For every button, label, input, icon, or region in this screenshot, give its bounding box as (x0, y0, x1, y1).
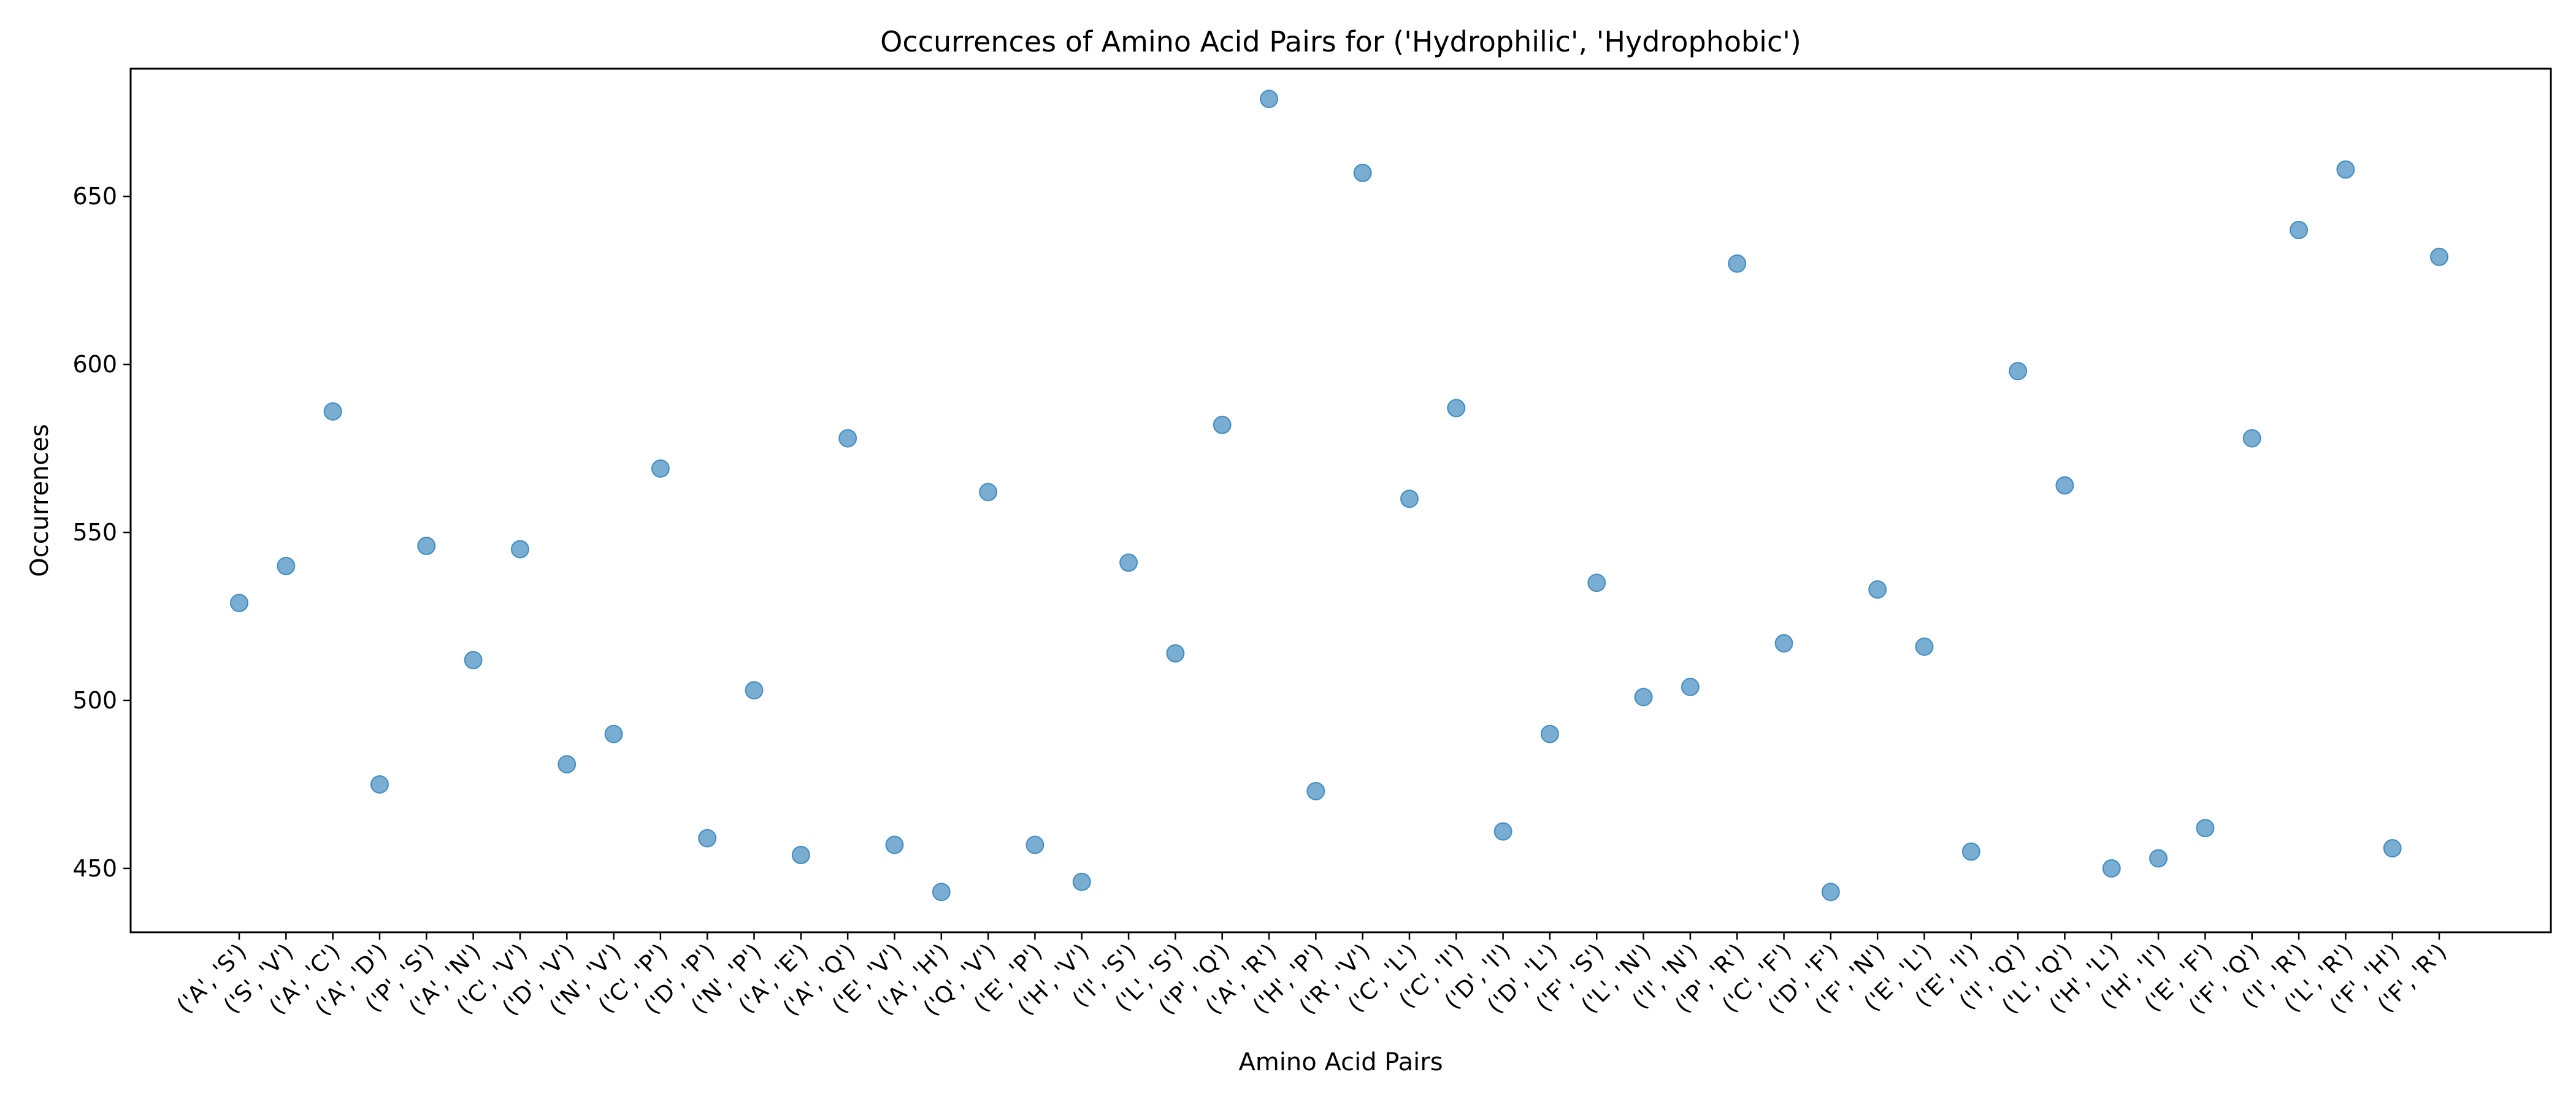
scatter-point (2055, 476, 2074, 495)
scatter-point (979, 483, 998, 502)
scatter-point (2149, 849, 2168, 868)
y-tick-label: 650 (72, 183, 117, 210)
scatter-point (1915, 637, 1934, 656)
scatter-point (698, 829, 717, 848)
scatter-point (1821, 883, 1840, 902)
y-axis: 450 500 550 600 650 (72, 183, 131, 882)
scatter-point (464, 651, 483, 670)
scatter-point (1774, 634, 1793, 653)
y-tick-label: 500 (72, 687, 117, 714)
scatter-point (1587, 573, 1606, 592)
scatter-point (1213, 415, 1232, 434)
scatter-point (1634, 688, 1653, 707)
scatter-point (1306, 781, 1325, 800)
scatter-point (604, 724, 623, 743)
scatter-point (1400, 489, 1419, 508)
scatter-point (745, 681, 764, 700)
scatter-point (838, 429, 857, 448)
scatter-point (1119, 553, 1138, 572)
scatter-point (1728, 254, 1747, 273)
y-tick-label: 450 (72, 855, 117, 882)
y-axis-label: Occurrences (26, 424, 54, 577)
marks-layer (230, 90, 2448, 902)
scatter-point (1260, 90, 1279, 109)
scatter-point (2196, 819, 2215, 838)
scatter-point (1353, 163, 1372, 182)
plot-area-frame (129, 67, 2552, 933)
x-axis-label: Amino Acid Pairs (1238, 1048, 1443, 1076)
scatter-point (1868, 580, 1887, 599)
scatter-point (230, 594, 248, 613)
scatter-point (1025, 835, 1045, 854)
scatter-point (2242, 429, 2261, 448)
scatter-point (510, 540, 529, 559)
scatter-point (1540, 724, 1559, 743)
scatter-point (417, 536, 436, 555)
chart-title: Occurrences of Amino Acid Pairs for ('Hy… (880, 25, 1801, 58)
y-tick-label: 550 (72, 519, 117, 546)
scatter-point (1493, 822, 1512, 841)
scatter-point (885, 835, 904, 854)
scatter-point (932, 883, 951, 902)
scatter-point (1072, 872, 1091, 891)
scatter-point (2009, 362, 2028, 381)
scatter-point (2102, 859, 2121, 878)
scatter-point (1961, 842, 1980, 861)
scatter-point (791, 845, 810, 864)
scatter-point (2336, 160, 2355, 179)
scatter-point (1447, 399, 1466, 418)
scatter-point (558, 755, 577, 774)
scatter-point (323, 402, 342, 421)
scatter-point (277, 556, 296, 575)
scatter-point (2430, 247, 2448, 266)
x-axis: ('A', 'S')('S', 'V')('A', 'C')('A', 'D')… (172, 932, 2451, 1021)
scatter-point (651, 459, 670, 478)
scatter-point (2290, 220, 2309, 239)
scatter-point (1681, 678, 1700, 697)
scatter-point (2383, 839, 2402, 858)
scatter-point (370, 775, 389, 794)
y-tick-label: 600 (72, 351, 117, 378)
scatter-point (1166, 644, 1185, 663)
